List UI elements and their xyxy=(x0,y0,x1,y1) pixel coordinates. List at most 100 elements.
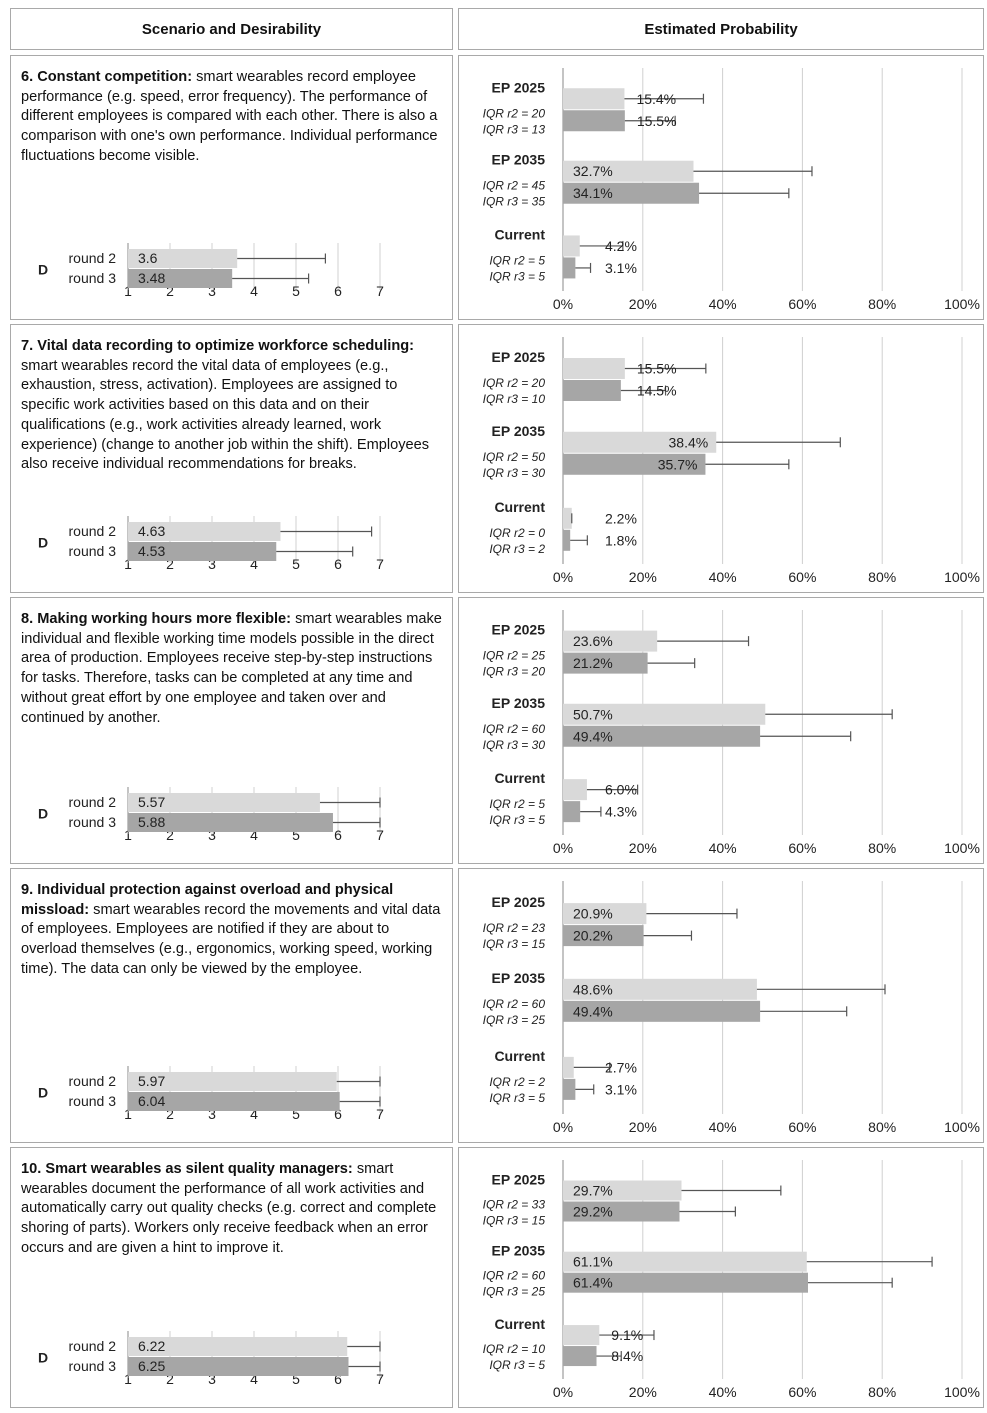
error-bar xyxy=(807,1277,893,1288)
iqr-label: IQR r3 = 13 xyxy=(483,122,546,136)
x-tick-label: 4 xyxy=(250,827,258,843)
x-tick-label: 60% xyxy=(788,569,816,585)
data-label: 29.2% xyxy=(573,1204,613,1220)
error-bar xyxy=(657,636,750,647)
scenario-panel: 10. Smart wearables as silent quality ma… xyxy=(10,1147,453,1408)
error-bar xyxy=(624,363,707,374)
error-bar xyxy=(624,115,676,126)
iqr-label: IQR r3 = 15 xyxy=(483,1214,546,1228)
x-tick-label: 20% xyxy=(629,1119,657,1135)
iqr-label: IQR r2 = 25 xyxy=(483,649,546,663)
x-tick-label: 0% xyxy=(553,1384,573,1400)
x-tick-label: 7 xyxy=(376,283,384,299)
group-label: EP 2035 xyxy=(492,423,546,439)
desirability-label: D xyxy=(38,1085,48,1101)
x-tick-label: 20% xyxy=(629,569,657,585)
header-estimated-probability: Estimated Probability xyxy=(458,8,984,50)
error-bar xyxy=(575,262,592,273)
data-label: 20.9% xyxy=(573,906,613,922)
series-label-round2: round 2 xyxy=(69,1073,117,1089)
x-tick-label: 40% xyxy=(709,1384,737,1400)
error-bar xyxy=(760,1006,848,1017)
data-label: 4.2% xyxy=(605,238,637,254)
data-label: 3.1% xyxy=(605,1081,637,1097)
error-bar xyxy=(599,1330,655,1341)
bar-round2 xyxy=(563,235,580,257)
data-label: 6.04 xyxy=(138,1093,165,1109)
x-tick-label: 2 xyxy=(166,827,174,843)
scenario-title: 7. Vital data recording to optimize work… xyxy=(21,338,415,354)
scenario-panel: 7. Vital data recording to optimize work… xyxy=(10,324,453,593)
data-label: 3.1% xyxy=(605,260,637,276)
error-bar xyxy=(681,1185,782,1196)
scenario-title: 9. Individual protection against overloa… xyxy=(21,882,394,918)
bar-round2 xyxy=(563,903,647,925)
group-label: EP 2035 xyxy=(492,695,546,711)
series-label-round2: round 2 xyxy=(69,523,117,539)
x-tick-label: 6 xyxy=(334,1106,342,1122)
x-tick-label: 4 xyxy=(250,556,258,572)
iqr-label: IQR r3 = 5 xyxy=(489,813,545,827)
probability-chart: 0% 20% 40% 60% 80% 100% EP 2025 IQR r2 = 23 IQR … xyxy=(483,881,980,1135)
x-tick-label: 100% xyxy=(944,840,980,856)
error-bar xyxy=(586,784,639,795)
x-tick-label: 1 xyxy=(124,1106,132,1122)
x-tick-label: 100% xyxy=(944,569,980,585)
data-label: 49.4% xyxy=(573,1003,613,1019)
error-bar xyxy=(756,984,886,995)
x-tick-label: 40% xyxy=(709,569,737,585)
data-label: 29.7% xyxy=(573,1183,613,1199)
data-label: 15.4% xyxy=(636,91,676,107)
x-tick-label: 80% xyxy=(868,1119,896,1135)
scenario-title: 8. Making working hours more flexible: xyxy=(21,611,292,627)
desirability-label: D xyxy=(38,262,48,278)
group-label: EP 2025 xyxy=(492,1172,546,1188)
data-label: 6.25 xyxy=(138,1358,165,1374)
x-tick-label: 7 xyxy=(376,556,384,572)
series-label-round2: round 2 xyxy=(69,250,117,266)
x-tick-label: 40% xyxy=(709,840,737,856)
series-label-round2: round 2 xyxy=(69,1338,117,1354)
data-label: 15.5% xyxy=(637,113,677,129)
data-label: 6.22 xyxy=(138,1338,165,1354)
x-tick-label: 40% xyxy=(709,1119,737,1135)
iqr-label: IQR r2 = 60 xyxy=(483,1269,546,1283)
x-tick-label: 5 xyxy=(292,283,300,299)
data-label: 4.3% xyxy=(605,804,637,820)
bar-round3 xyxy=(128,542,277,561)
iqr-label: IQR r2 = 10 xyxy=(483,1342,546,1356)
x-tick-label: 1 xyxy=(124,556,132,572)
data-label: 49.4% xyxy=(573,728,613,744)
bar-round3 xyxy=(563,801,581,823)
x-tick-label: 2 xyxy=(166,1106,174,1122)
bar-round2 xyxy=(563,1180,682,1201)
error-bar xyxy=(319,797,381,808)
data-label: 50.7% xyxy=(573,706,613,722)
error-bar xyxy=(647,658,696,669)
error-bar xyxy=(332,817,381,828)
error-bar xyxy=(348,1361,381,1372)
x-tick-label: 80% xyxy=(868,840,896,856)
error-bar xyxy=(760,731,852,742)
x-tick-label: 5 xyxy=(292,556,300,572)
x-tick-label: 7 xyxy=(376,827,384,843)
scenario-panel: 6. Constant competition: smart wearables… xyxy=(10,55,453,320)
x-tick-label: 2 xyxy=(166,556,174,572)
error-bar xyxy=(336,1076,381,1087)
x-tick-label: 40% xyxy=(709,296,737,312)
scenario-description: 7. Vital data recording to optimize work… xyxy=(21,337,446,475)
series-label-round3: round 3 xyxy=(69,543,117,559)
bar-round3 xyxy=(563,257,576,279)
x-tick-label: 1 xyxy=(124,1371,132,1387)
iqr-label: IQR r2 = 45 xyxy=(483,179,546,193)
bar-round2 xyxy=(563,779,587,801)
data-label: 9.1% xyxy=(611,1327,643,1343)
x-tick-label: 100% xyxy=(944,1119,980,1135)
iqr-label: IQR r3 = 30 xyxy=(483,466,546,480)
data-label: 23.6% xyxy=(573,633,613,649)
error-bar xyxy=(579,240,624,251)
bar-round3 xyxy=(128,269,233,288)
iqr-label: IQR r3 = 2 xyxy=(489,542,545,556)
